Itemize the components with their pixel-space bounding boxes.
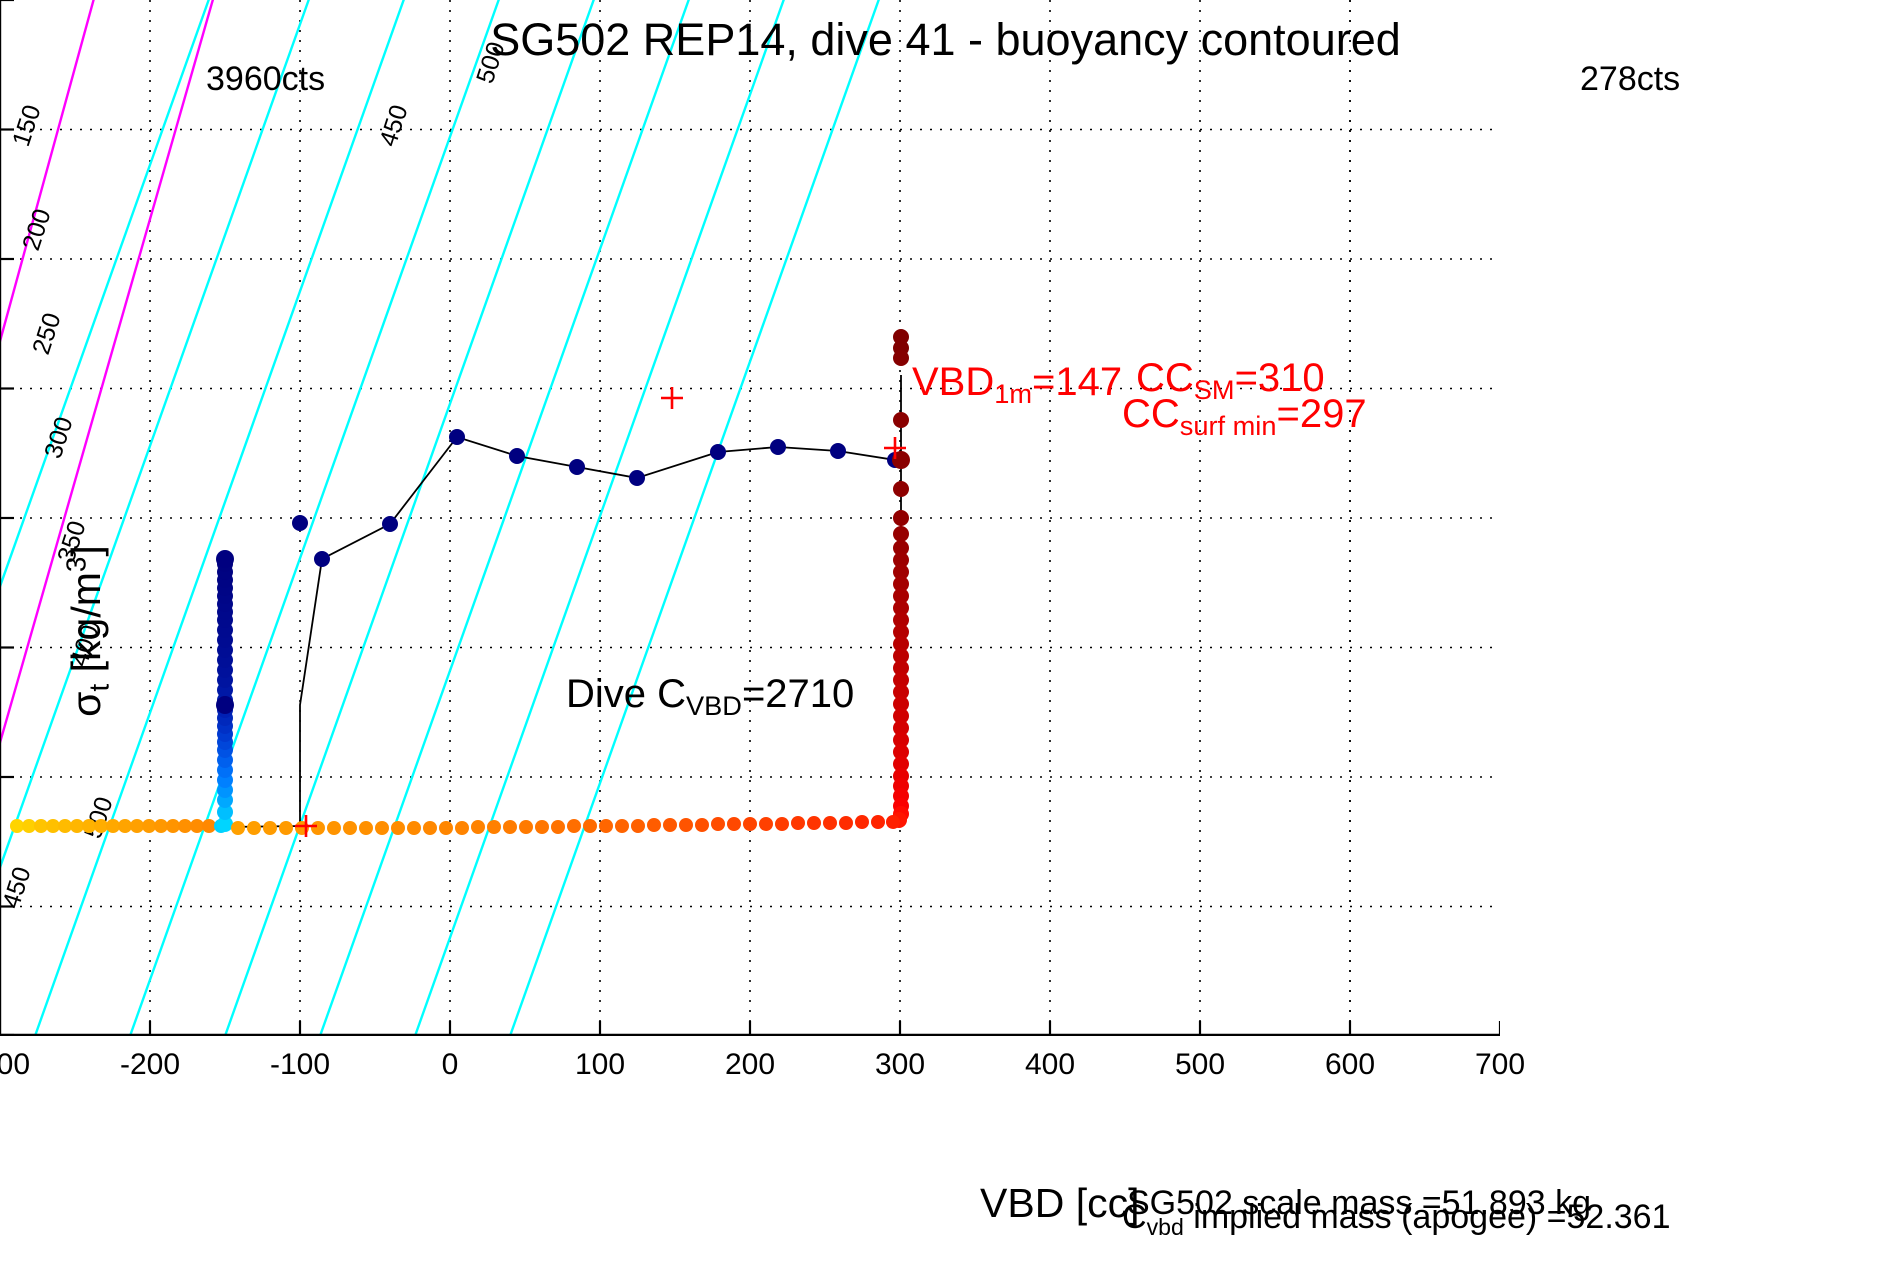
grid-horizontal <box>0 128 1500 908</box>
contour-magenta-group <box>0 0 215 747</box>
descent-column <box>216 556 234 832</box>
dive-cvbd-marker <box>295 815 317 837</box>
contour-cyan-group <box>0 0 880 1036</box>
tick-marks <box>0 0 1500 1036</box>
vbd-1m-marker <box>661 387 683 409</box>
annotation-cc-sm-value: =310 <box>1234 356 1325 400</box>
x-tick-200: 200 <box>724 1048 776 1081</box>
annotation-implied-mass-prefix: C <box>1122 1198 1147 1236</box>
annotation-cc-surf-min: CCsurf min=297 <box>1122 392 1367 442</box>
y-axis-label-exponent: 3 <box>60 556 92 573</box>
x-tick-300: 300 <box>874 1048 926 1081</box>
plot-svg: 150 200 250 300 350 400 500 450 450 500 <box>0 0 1500 1036</box>
annotation-implied-mass-value: implied mass (apogee) =52.361 <box>1183 1198 1671 1236</box>
y-axis-label-unit: [kg/m <box>63 572 110 684</box>
x-axis-label: VBD [cc] <box>980 1180 1140 1226</box>
annotation-implied-mass-sub: vbd <box>1146 1213 1184 1240</box>
annotation-dive-cvbd-sub: VBD <box>686 690 742 722</box>
annotation-cc-sm: CCSM=310 <box>1136 356 1325 406</box>
cc-surf-min-marker <box>884 437 906 459</box>
x-tick-minus300: -300 <box>0 1048 31 1081</box>
annotation-dive-cvbd: Dive CVBD=2710 <box>566 672 854 722</box>
annotation-cc-surf-min-sub: surf min <box>1179 410 1277 442</box>
x-tick-100: 100 <box>574 1048 626 1081</box>
ascent-column <box>891 329 910 828</box>
annotation-cc-sm-prefix: CC <box>1136 356 1194 400</box>
annotation-dive-cvbd-prefix: Dive C <box>566 672 687 716</box>
ascent-surface-run <box>231 815 900 835</box>
annotation-cc-sm-sub: SM <box>1193 374 1235 406</box>
y-axis-label-bracket: ] <box>63 545 110 557</box>
y-axis-label-sigma: σ <box>63 691 110 717</box>
annotation-vbd-1m: VBD1m=147 <box>912 360 1122 410</box>
red-plus-markers <box>295 387 906 837</box>
annotation-scale-mass: SG502 scale mass =51.893 kg <box>1127 1184 1591 1222</box>
x-tick-minus100: -100 <box>269 1048 331 1081</box>
chart-title: SG502 REP14, dive 41 - buoyancy contoure… <box>490 14 1401 65</box>
contour-lines <box>0 0 880 1036</box>
annotation-cc-surf-min-prefix: CC <box>1122 392 1180 436</box>
x-tick-400: 400 <box>1024 1048 1076 1081</box>
y-axis-label: σt [kg/m3] <box>61 545 116 717</box>
x-tick-0: 0 <box>441 1048 459 1081</box>
annotation-dive-cvbd-value: =2710 <box>741 672 855 716</box>
annotation-vbd-1m-value: =147 <box>1032 360 1123 404</box>
x-tick-500: 500 <box>1174 1048 1226 1081</box>
x-tick-600: 600 <box>1324 1048 1376 1081</box>
right-cts-label: 278cts <box>1580 60 1681 98</box>
annotation-vbd-1m-prefix: VBD <box>912 360 995 404</box>
contour-labels: 150 200 250 300 350 400 500 450 450 500 <box>0 39 511 912</box>
apogee-track-points <box>216 429 903 568</box>
left-cts-label: 3960cts <box>206 60 326 98</box>
plot-area: 150 200 250 300 350 400 500 450 450 500 <box>0 0 1525 1081</box>
data-series-group <box>10 329 910 835</box>
annotation-vbd-1m-sub: 1m <box>994 378 1033 410</box>
x-tick-minus200: -200 <box>119 1048 181 1081</box>
x-tick-700: 700 <box>1474 1048 1526 1081</box>
y-axis-label-sub: t <box>83 683 115 692</box>
annotation-implied-mass: Cvbd implied mass (apogee) =52.361 <box>1122 1198 1671 1241</box>
annotation-cc-surf-min-value: =297 <box>1276 392 1367 436</box>
descent-surface-run <box>10 819 228 833</box>
